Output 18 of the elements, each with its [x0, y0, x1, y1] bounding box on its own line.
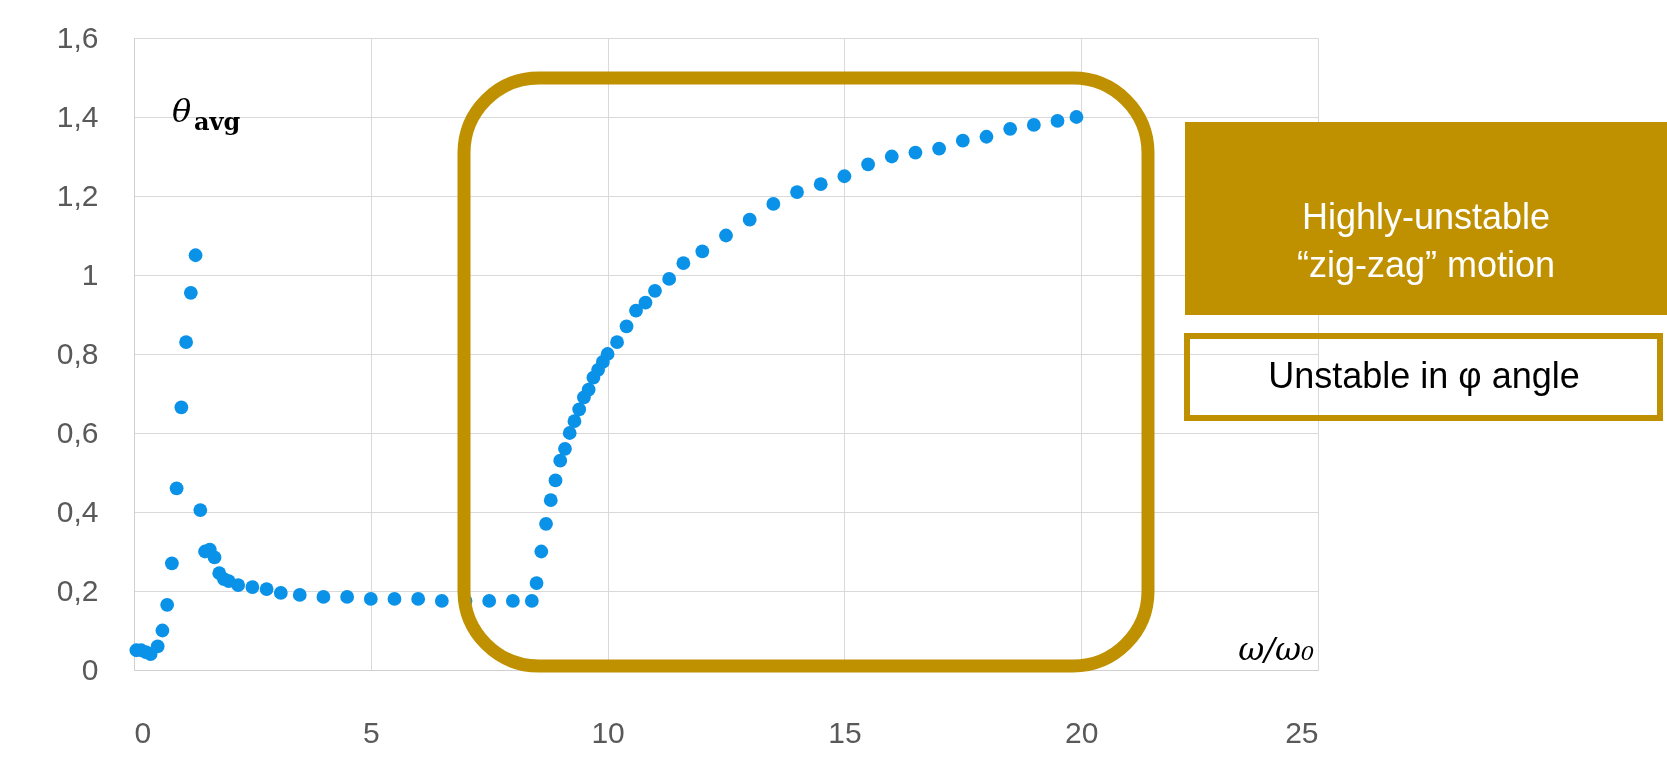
x-tick-label: 25: [1285, 715, 1319, 749]
x-tick-label: 20: [1065, 715, 1099, 749]
y-tick-label: 0,2: [56, 573, 99, 607]
y-tick-label: 0,4: [56, 494, 99, 528]
annotation: Unstable in φ angle: [1268, 355, 1580, 396]
x-tick-label: 15: [828, 715, 862, 749]
y-tick-label: 0: [81, 652, 99, 686]
x-tick-label: 0: [134, 715, 152, 749]
x-tick-label: 5: [362, 715, 380, 749]
y-tick-label: 1,6: [56, 20, 99, 54]
y-tick-label: 0,6: [56, 415, 99, 449]
y-tick-label: 1,4: [56, 99, 99, 133]
x-tick-label: 10: [591, 715, 625, 749]
y-tick-label: 1,2: [56, 178, 99, 212]
y-tick-label: 0,8: [56, 336, 99, 370]
y-tick-label: 1: [81, 257, 99, 291]
annotation: Highly-unstable “zig-zag” motion: [1296, 196, 1556, 285]
x-axis-title: ω/ω₀: [1238, 630, 1315, 668]
